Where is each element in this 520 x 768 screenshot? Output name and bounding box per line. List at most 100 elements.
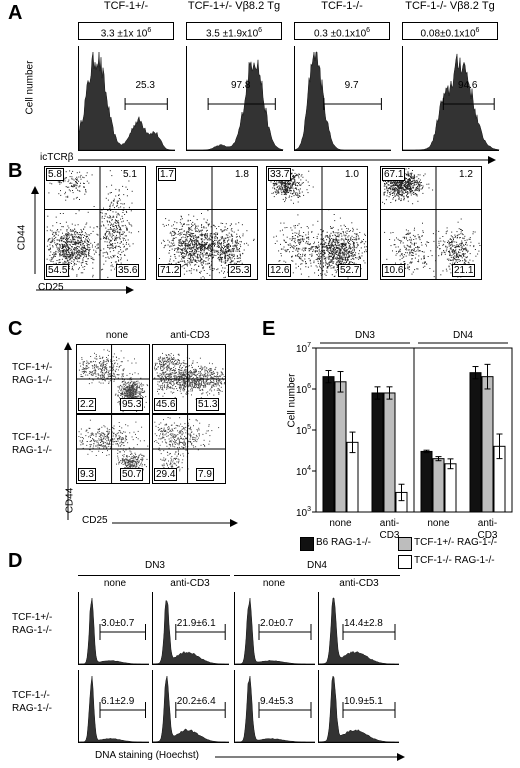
panel-b-lr-3: 52.7 [338,264,362,277]
panel-d-value-r1-c3: 2.0±0.7 [260,618,294,629]
panel-b-ur-3: 1.0 [344,169,360,180]
panel-b-dots-4 [381,167,481,279]
panel-d-value-r2-c1: 6.1±2.9 [101,696,135,707]
panel-b-dots-2 [157,167,257,279]
panel-c-xlabel: CD25 [82,515,108,526]
panel-d-curve-r1-c4 [318,597,399,665]
panel-e-ytick-label-3: 106 [296,383,311,396]
panel-d-curve-r1-c3 [235,597,315,665]
panel-b-ll-3: 12.6 [268,264,292,277]
panel-e-ytick-label-2: 105 [296,424,311,437]
count-value: 3.3 ±1x 10 [100,28,148,40]
panel-b-lr-4: 21.1 [452,264,476,277]
panel-d-curve-r2-c2 [152,675,229,743]
panel-d-col-1: none [103,578,127,589]
panel-b-ur-2: 1.8 [234,169,250,180]
legend-b6: B6 RAG-1-/- [316,537,372,548]
panel-a-hist-curve-3 [294,51,391,151]
panel-b-ll-2: 71.2 [158,264,182,277]
panel-c-lr-4: 7.9 [196,468,214,481]
panel-e-cat-label-4-2: CD3 [477,530,497,541]
panel-e-ytick-label-4: 107 [296,342,311,355]
panel-a-xaxis-arrow [78,156,496,164]
panel-d-xlabel: DNA staining (Hoechst) [95,750,199,761]
panel-c-col-anticd3: anti-CD3 [170,330,210,341]
panel-d-curve-r1-c2 [152,599,229,665]
panel-b-yaxis-arrow [31,186,39,274]
panel-e-bar-2-3 [432,458,445,513]
panel-d-curve-r1-c1 [79,597,149,665]
panel-c-ll-4: 29.4 [154,468,178,481]
panel-e-bar-1-1 [322,376,335,513]
panel-d-value-r1-c1: 3.0±0.7 [101,618,135,629]
panel-a-title-2: TCF-1+/- Vβ8.2 Tg [187,0,281,12]
panel-b-ll-1: 54.5 [46,264,70,277]
legend-tcf-het: TCF-1+/- RAG-1-/- [414,537,498,548]
panel-b-lr-1: 35.6 [116,264,140,277]
panel-e-cat-label-1-1: none [329,518,352,529]
panel-a-count-box-2: 3.5 ±1.9x106 [186,22,282,40]
panel-e-cat-label-4-1: anti- [478,518,497,529]
panel-a-count-box-1: 3.3 ±1x 106 [78,22,174,40]
panel-b-ul-3: 33.7 [268,168,292,181]
panel-e-bar-2-4 [481,376,494,513]
count-exponent: 6 [258,27,263,34]
panel-e-letter: E [262,318,276,340]
panel-d-group-line-dn4 [234,575,400,576]
panel-d-col-4: anti-CD3 [339,578,379,589]
panel-d-col-2: anti-CD3 [170,578,210,589]
panel-c-row1-label-1: TCF-1+/- [12,362,53,373]
panel-b-ur-4: 1.2 [458,169,474,180]
panel-b-ylabel: CD44 [16,224,28,251]
panel-a-count-box-3: 0.3 ±0.1x106 [294,22,390,40]
panel-a-xlabel: icTCRβ [40,152,74,163]
panel-c-dots-4 [153,415,225,483]
panel-c-yaxis-arrow [64,342,72,520]
panel-d-group-dn4: DN4 [306,560,327,571]
panel-b-dots-1 [45,167,145,279]
panel-c-ll-2: 45.6 [154,398,178,411]
panel-d-row2-label-1: TCF-1-/- [12,690,50,701]
panel-d-curve-r2-c1 [79,675,149,743]
panel-e-bar-1-2 [371,392,384,513]
panel-d-curve-r2-c3 [235,675,315,743]
panel-d-value-r1-c2: 21.9±6.1 [176,618,216,629]
panel-c-dots-2 [153,345,225,413]
panel-b-ul-2: 1.7 [158,168,176,181]
panel-b-letter: B [8,160,23,182]
panel-e-cat-label-2-2: CD3 [379,530,399,541]
panel-b-xaxis-arrow [36,286,134,294]
panel-b-xlabel: CD25 [38,282,64,293]
count-value: 0.08±0.1x10 [420,28,476,40]
panel-d-value-r1-c4: 14.4±2.8 [344,618,383,629]
panel-e-cat-label-2-1: anti- [380,518,399,529]
count-exponent: 6 [475,27,480,34]
count-value: 3.5 ±1.9x10 [205,28,259,40]
panel-d-group-dn3: DN3 [144,560,165,571]
panel-e-ytick-label-0: 103 [296,506,311,519]
panel-c-ll-1: 2.2 [78,398,96,411]
panel-a-hist-curve-4 [403,53,500,151]
panel-b-dotplot-3 [266,166,368,280]
panel-e-bar-2-1 [334,381,347,513]
panel-e-group-dn3: DN3 [355,330,375,341]
panel-a-title-3: TCF-1-/- [321,0,363,12]
panel-d-row1-label-2: RAG-1-/- [12,625,52,636]
panel-d-xaxis-arrow [215,753,405,761]
panel-e-cat-label-3-1: none [427,518,450,529]
panel-c-xaxis-arrow [112,519,238,527]
panel-b-ul-1: 5.8 [46,168,64,181]
count-exponent: 6 [147,27,152,34]
panel-c-lr-3: 50.7 [120,468,144,481]
panel-e-ytick-label-1: 104 [296,465,311,478]
panel-e-bar-1-4 [469,372,482,513]
panel-e-bar-3-3 [444,463,457,513]
panel-c-ll-3: 9.3 [78,468,96,481]
panel-d-group-line-dn3 [78,575,230,576]
panel-a-letter: A [8,2,23,24]
panel-b-lr-2: 25.3 [228,264,252,277]
panel-c-lr-2: 51.3 [196,398,220,411]
panel-d-value-r2-c4: 10.9±5.1 [344,696,383,707]
count-value: 0.3 ±0.1x10 [313,28,367,40]
